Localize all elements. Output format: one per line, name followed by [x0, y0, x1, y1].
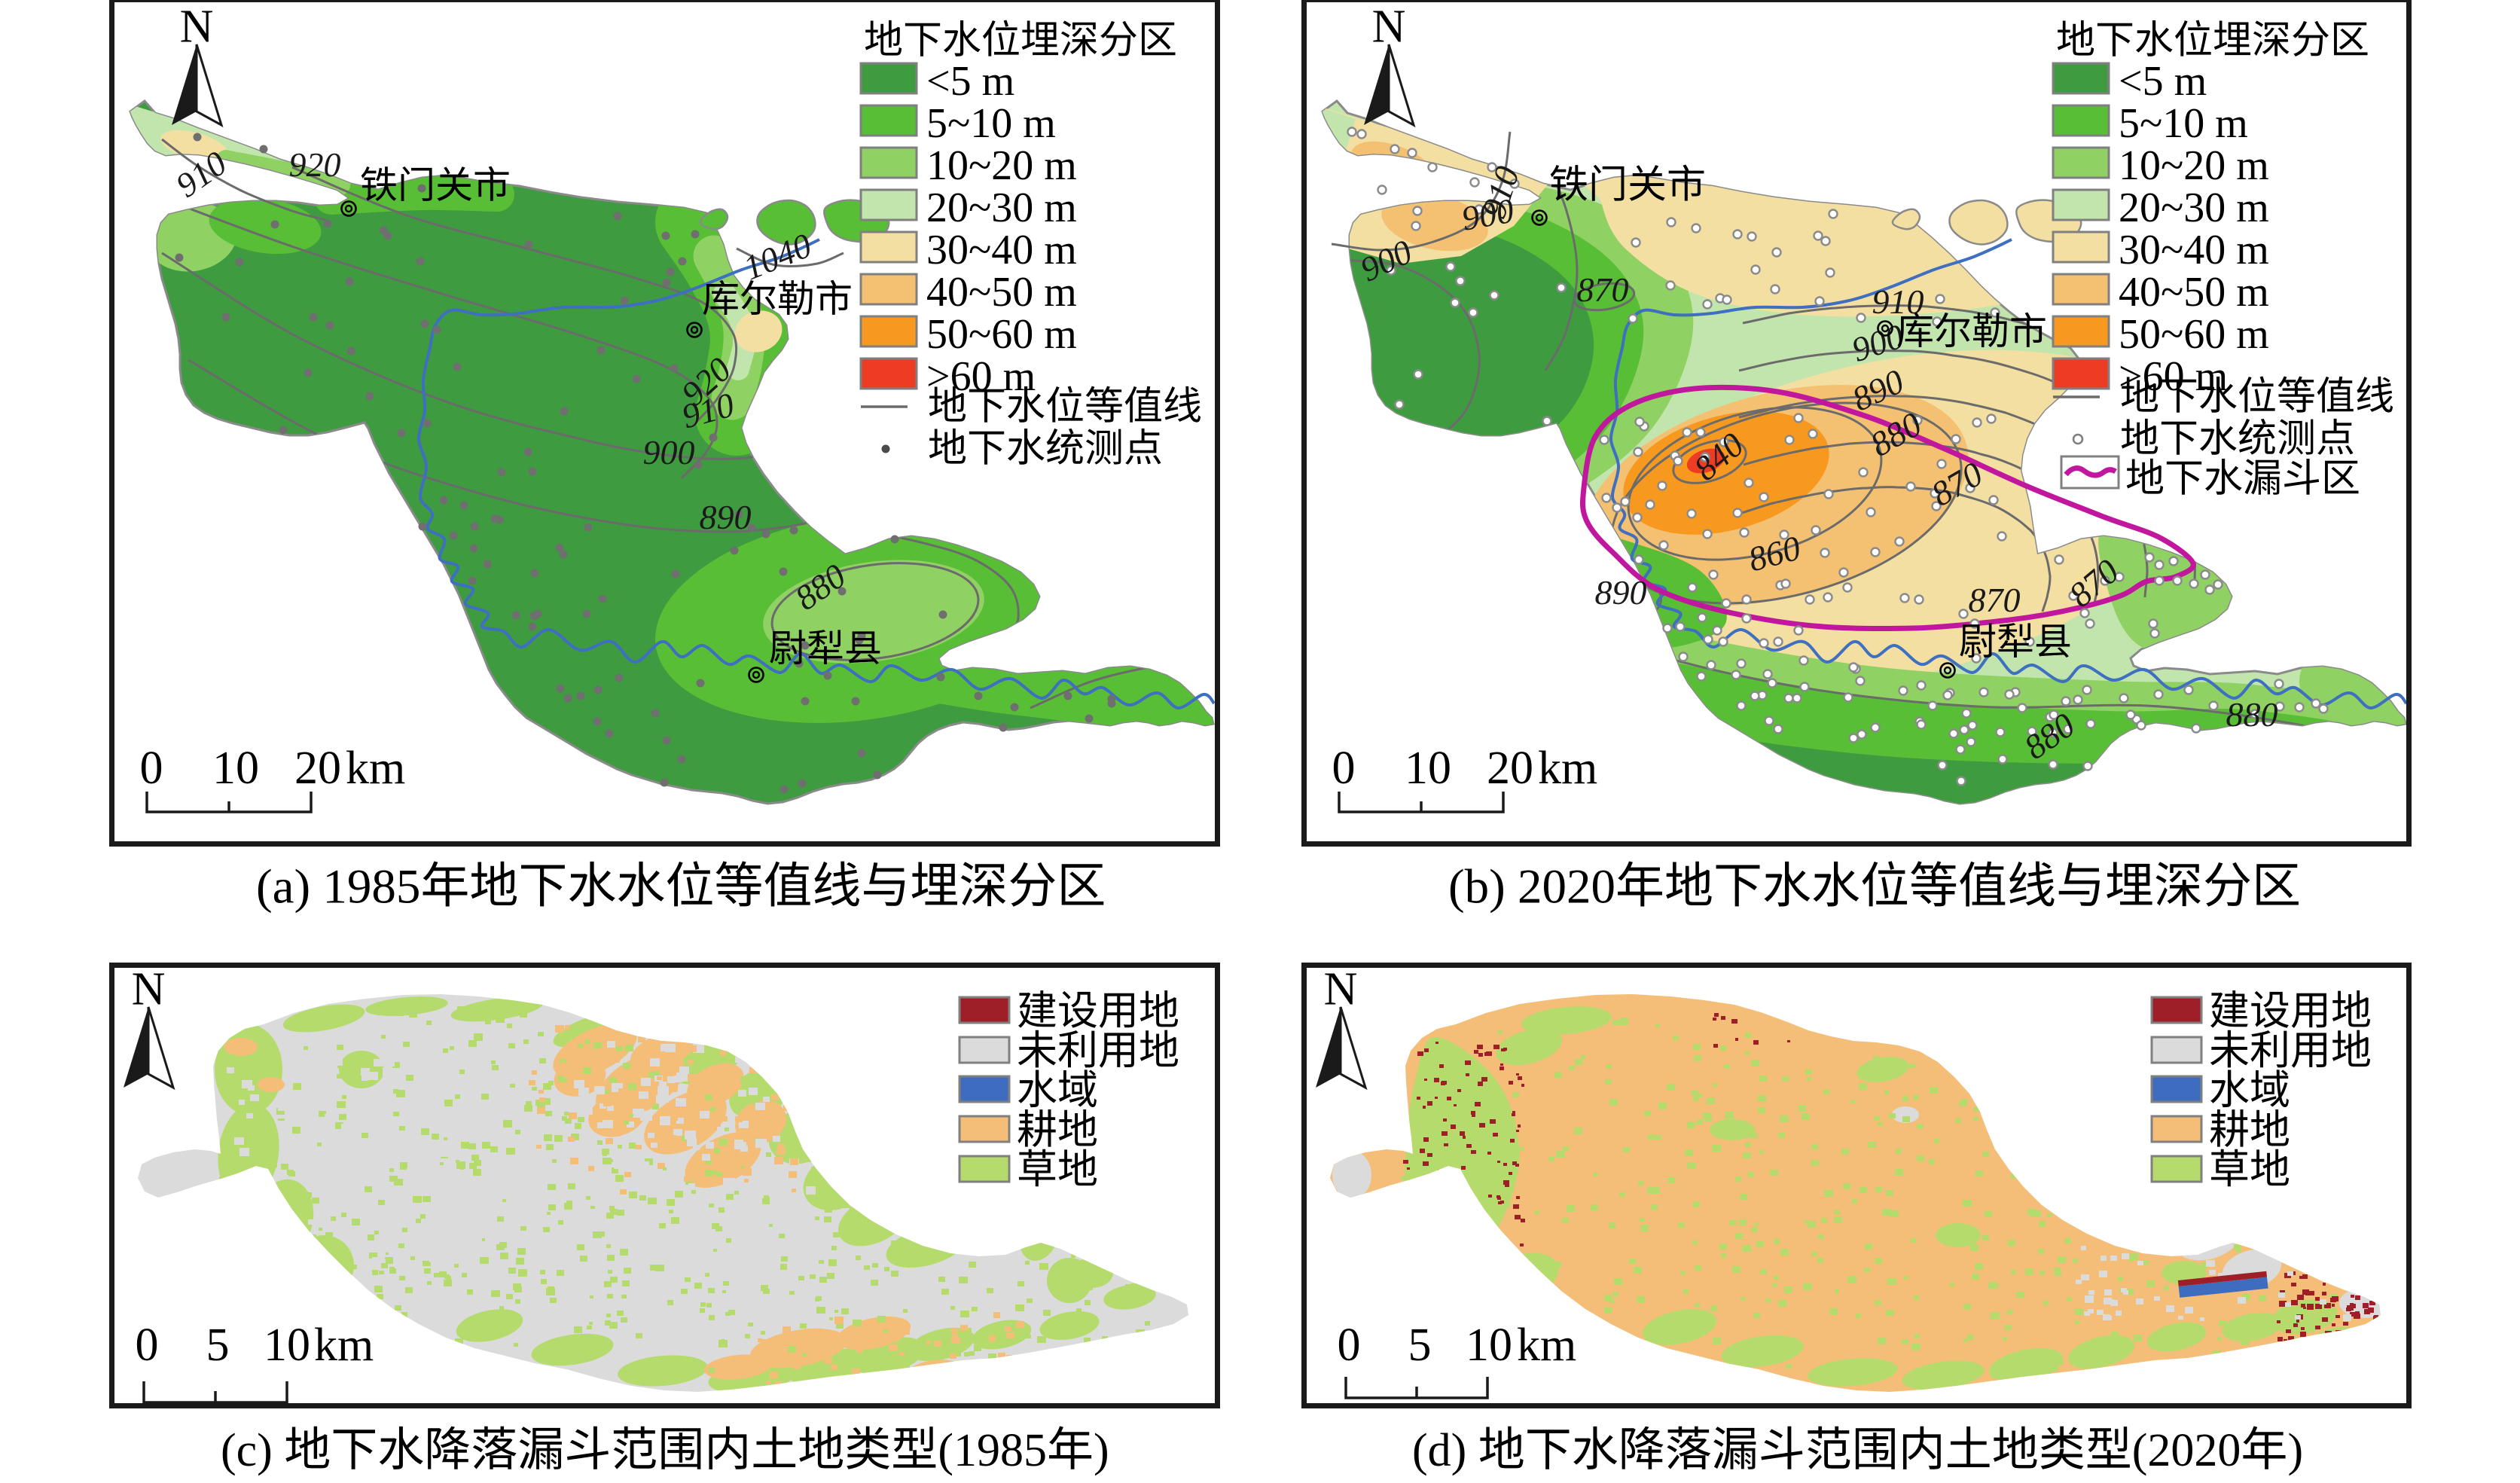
svg-text:10: 10 [1405, 743, 1451, 794]
svg-text:km: km [1538, 743, 1597, 794]
svg-text:30~40 m: 30~40 m [2119, 227, 2269, 273]
svg-text:30~40 m: 30~40 m [926, 227, 1077, 273]
svg-text:): ) [2287, 1425, 2303, 1476]
svg-text:(1985: (1985 [938, 1425, 1047, 1476]
svg-text:0: 0 [1332, 743, 1356, 794]
svg-text:890: 890 [700, 498, 752, 536]
svg-text:N: N [1324, 963, 1358, 1015]
svg-text:10~20 m: 10~20 m [926, 142, 1077, 189]
svg-text:0: 0 [1338, 1320, 1361, 1371]
svg-text:920: 920 [289, 145, 341, 184]
svg-text:900: 900 [1459, 191, 1517, 238]
svg-text:870: 870 [1577, 270, 1629, 309]
svg-text:20~30 m: 20~30 m [2119, 185, 2269, 231]
svg-text:5~10 m: 5~10 m [2119, 100, 2248, 147]
svg-text:5: 5 [206, 1320, 230, 1371]
svg-text:0: 0 [136, 1320, 159, 1371]
svg-text:km: km [1517, 1320, 1576, 1371]
svg-text:40~50 m: 40~50 m [2119, 269, 2269, 316]
svg-text:5~10 m: 5~10 m [926, 100, 1056, 147]
svg-text:(2020: (2020 [2132, 1425, 2241, 1476]
svg-text:0: 0 [140, 743, 163, 794]
svg-text:10: 10 [264, 1320, 310, 1371]
svg-text:km: km [314, 1320, 374, 1371]
svg-text:900: 900 [643, 433, 695, 471]
svg-text:50~60 m: 50~60 m [926, 311, 1077, 358]
svg-text:880: 880 [2226, 695, 2278, 734]
svg-text:20: 20 [294, 743, 341, 794]
svg-text:(c): (c) [221, 1425, 273, 1476]
svg-text:20~30 m: 20~30 m [926, 185, 1077, 231]
svg-text:N: N [180, 1, 214, 52]
svg-text:N: N [1372, 1, 1406, 52]
svg-text:20: 20 [1487, 743, 1533, 794]
svg-text:N: N [132, 963, 166, 1015]
svg-text:870: 870 [1969, 581, 2021, 619]
svg-text:(a) 1985: (a) 1985 [256, 859, 420, 914]
svg-text:(d): (d) [1412, 1425, 1466, 1476]
svg-text:>60 m: >60 m [926, 353, 1036, 400]
svg-text:50~60 m: 50~60 m [2119, 311, 2269, 358]
svg-text:<5 m: <5 m [926, 58, 1014, 105]
svg-text:): ) [1094, 1425, 1109, 1476]
svg-text:5: 5 [1408, 1320, 1432, 1371]
svg-text:(b) 2020: (b) 2020 [1448, 859, 1615, 914]
svg-text:km: km [346, 743, 405, 794]
svg-text:<5 m: <5 m [2119, 58, 2207, 105]
svg-text:40~50 m: 40~50 m [926, 269, 1077, 316]
svg-text:10: 10 [1466, 1320, 1512, 1371]
svg-text:890: 890 [1595, 573, 1647, 612]
svg-text:10~20 m: 10~20 m [2119, 142, 2269, 189]
svg-text:10: 10 [212, 743, 259, 794]
